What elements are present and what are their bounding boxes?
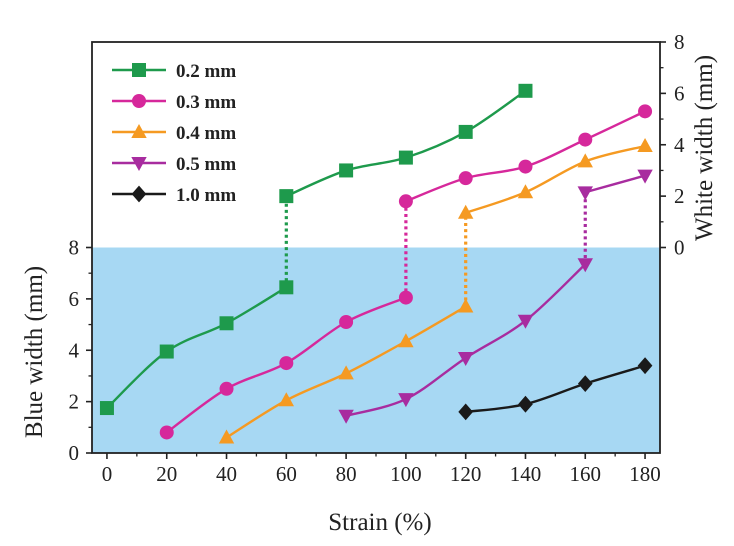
x-tick-label: 80 xyxy=(336,462,357,486)
series-line-blue xyxy=(106,286,287,409)
data-point xyxy=(338,409,354,424)
y-left-tick-label: 8 xyxy=(69,236,80,260)
data-point xyxy=(398,290,413,305)
legend: 0.2 mm 0.3 mm 0.4 mm 0.5 mm 1.0 mm xyxy=(112,61,236,206)
legend-label: 0.3 mm xyxy=(176,92,236,113)
plot-frame xyxy=(91,41,661,454)
x-axis-title: Strain (%) xyxy=(328,509,431,536)
data-point xyxy=(398,333,414,348)
x-tick-label: 120 xyxy=(450,462,482,486)
y-right-tick-label: 2 xyxy=(674,184,685,208)
y-right-tick-label: 8 xyxy=(674,30,685,54)
y-left-tick-label: 0 xyxy=(69,441,80,465)
data-point xyxy=(578,132,593,147)
legend-label: 1.0 mm xyxy=(176,185,236,206)
data-point xyxy=(219,381,234,396)
x-tick-label: 0 xyxy=(102,462,113,486)
data-point xyxy=(398,194,413,209)
x-tick-label: 180 xyxy=(629,462,661,486)
data-point xyxy=(278,392,295,407)
legend-label: 0.4 mm xyxy=(176,123,236,144)
series-line-white xyxy=(584,174,646,194)
data-point xyxy=(218,429,235,444)
series-0-4-mm xyxy=(218,137,653,444)
data-point xyxy=(637,169,653,184)
series-line-blue xyxy=(465,364,646,414)
series-0-5-mm xyxy=(338,169,653,424)
series-line-white xyxy=(285,89,527,198)
data-point xyxy=(518,395,533,413)
data-point xyxy=(458,403,474,421)
data-point xyxy=(457,298,474,313)
data-point xyxy=(99,401,114,416)
data-point xyxy=(131,185,147,203)
frame-layer xyxy=(91,41,661,454)
series-line-white xyxy=(465,144,646,214)
data-point xyxy=(458,171,473,186)
series-0-2-mm xyxy=(99,83,533,416)
legend-entry: 0.5 mm xyxy=(112,154,236,175)
data-point xyxy=(577,258,593,273)
legend-entry: 1.0 mm xyxy=(112,185,236,206)
series-1-0-mm xyxy=(458,357,653,421)
x-tick-label: 100 xyxy=(390,462,422,486)
data-point xyxy=(577,186,593,201)
data-point xyxy=(398,150,413,165)
data-point xyxy=(279,280,294,295)
blue-region xyxy=(92,247,660,453)
data-point xyxy=(458,124,473,139)
data-point xyxy=(638,104,653,119)
data-point xyxy=(131,157,147,172)
data-point xyxy=(517,314,534,329)
background-layer xyxy=(92,247,660,453)
y-left-tick-label: 4 xyxy=(69,338,80,362)
x-tick-label: 20 xyxy=(156,462,177,486)
data-point xyxy=(159,425,174,440)
data-point xyxy=(637,137,653,152)
series-0-3-mm xyxy=(159,104,653,440)
x-tick-label: 160 xyxy=(570,462,602,486)
data-point xyxy=(577,375,593,393)
y-right-tick-label: 6 xyxy=(674,81,685,105)
data-point xyxy=(518,159,533,174)
x-tick-label: 40 xyxy=(216,462,237,486)
data-point xyxy=(132,94,146,108)
y-axis-right-title: White width (mm) xyxy=(691,55,718,241)
data-point xyxy=(279,356,294,371)
y-right-tick-label: 4 xyxy=(674,133,685,157)
data-point xyxy=(159,344,174,359)
data-point xyxy=(338,365,354,380)
data-point xyxy=(131,123,147,138)
data-point xyxy=(518,83,533,98)
y-axis-left-title: Blue width (mm) xyxy=(21,266,48,438)
y-right-tick-label: 0 xyxy=(674,236,685,260)
data-point xyxy=(517,184,534,199)
data-point xyxy=(457,204,474,219)
data-point xyxy=(457,352,474,367)
legend-entry: 0.3 mm xyxy=(112,92,236,113)
data-point xyxy=(398,393,414,408)
data-point xyxy=(577,153,593,168)
x-tick-label: 140 xyxy=(510,462,542,486)
series-layer xyxy=(99,83,653,444)
legend-entry: 0.2 mm xyxy=(112,61,236,82)
data-point xyxy=(279,189,294,204)
data-point xyxy=(637,357,653,375)
data-point xyxy=(219,316,234,331)
y-left-tick-label: 6 xyxy=(69,287,80,311)
y-left-tick-label: 2 xyxy=(69,390,80,414)
data-point xyxy=(339,314,354,329)
legend-label: 0.2 mm xyxy=(176,61,236,82)
data-point xyxy=(339,163,354,178)
legend-label: 0.5 mm xyxy=(176,154,236,175)
legend-entry: 0.4 mm xyxy=(112,123,236,144)
data-point xyxy=(132,63,146,77)
x-tick-label: 60 xyxy=(276,462,297,486)
